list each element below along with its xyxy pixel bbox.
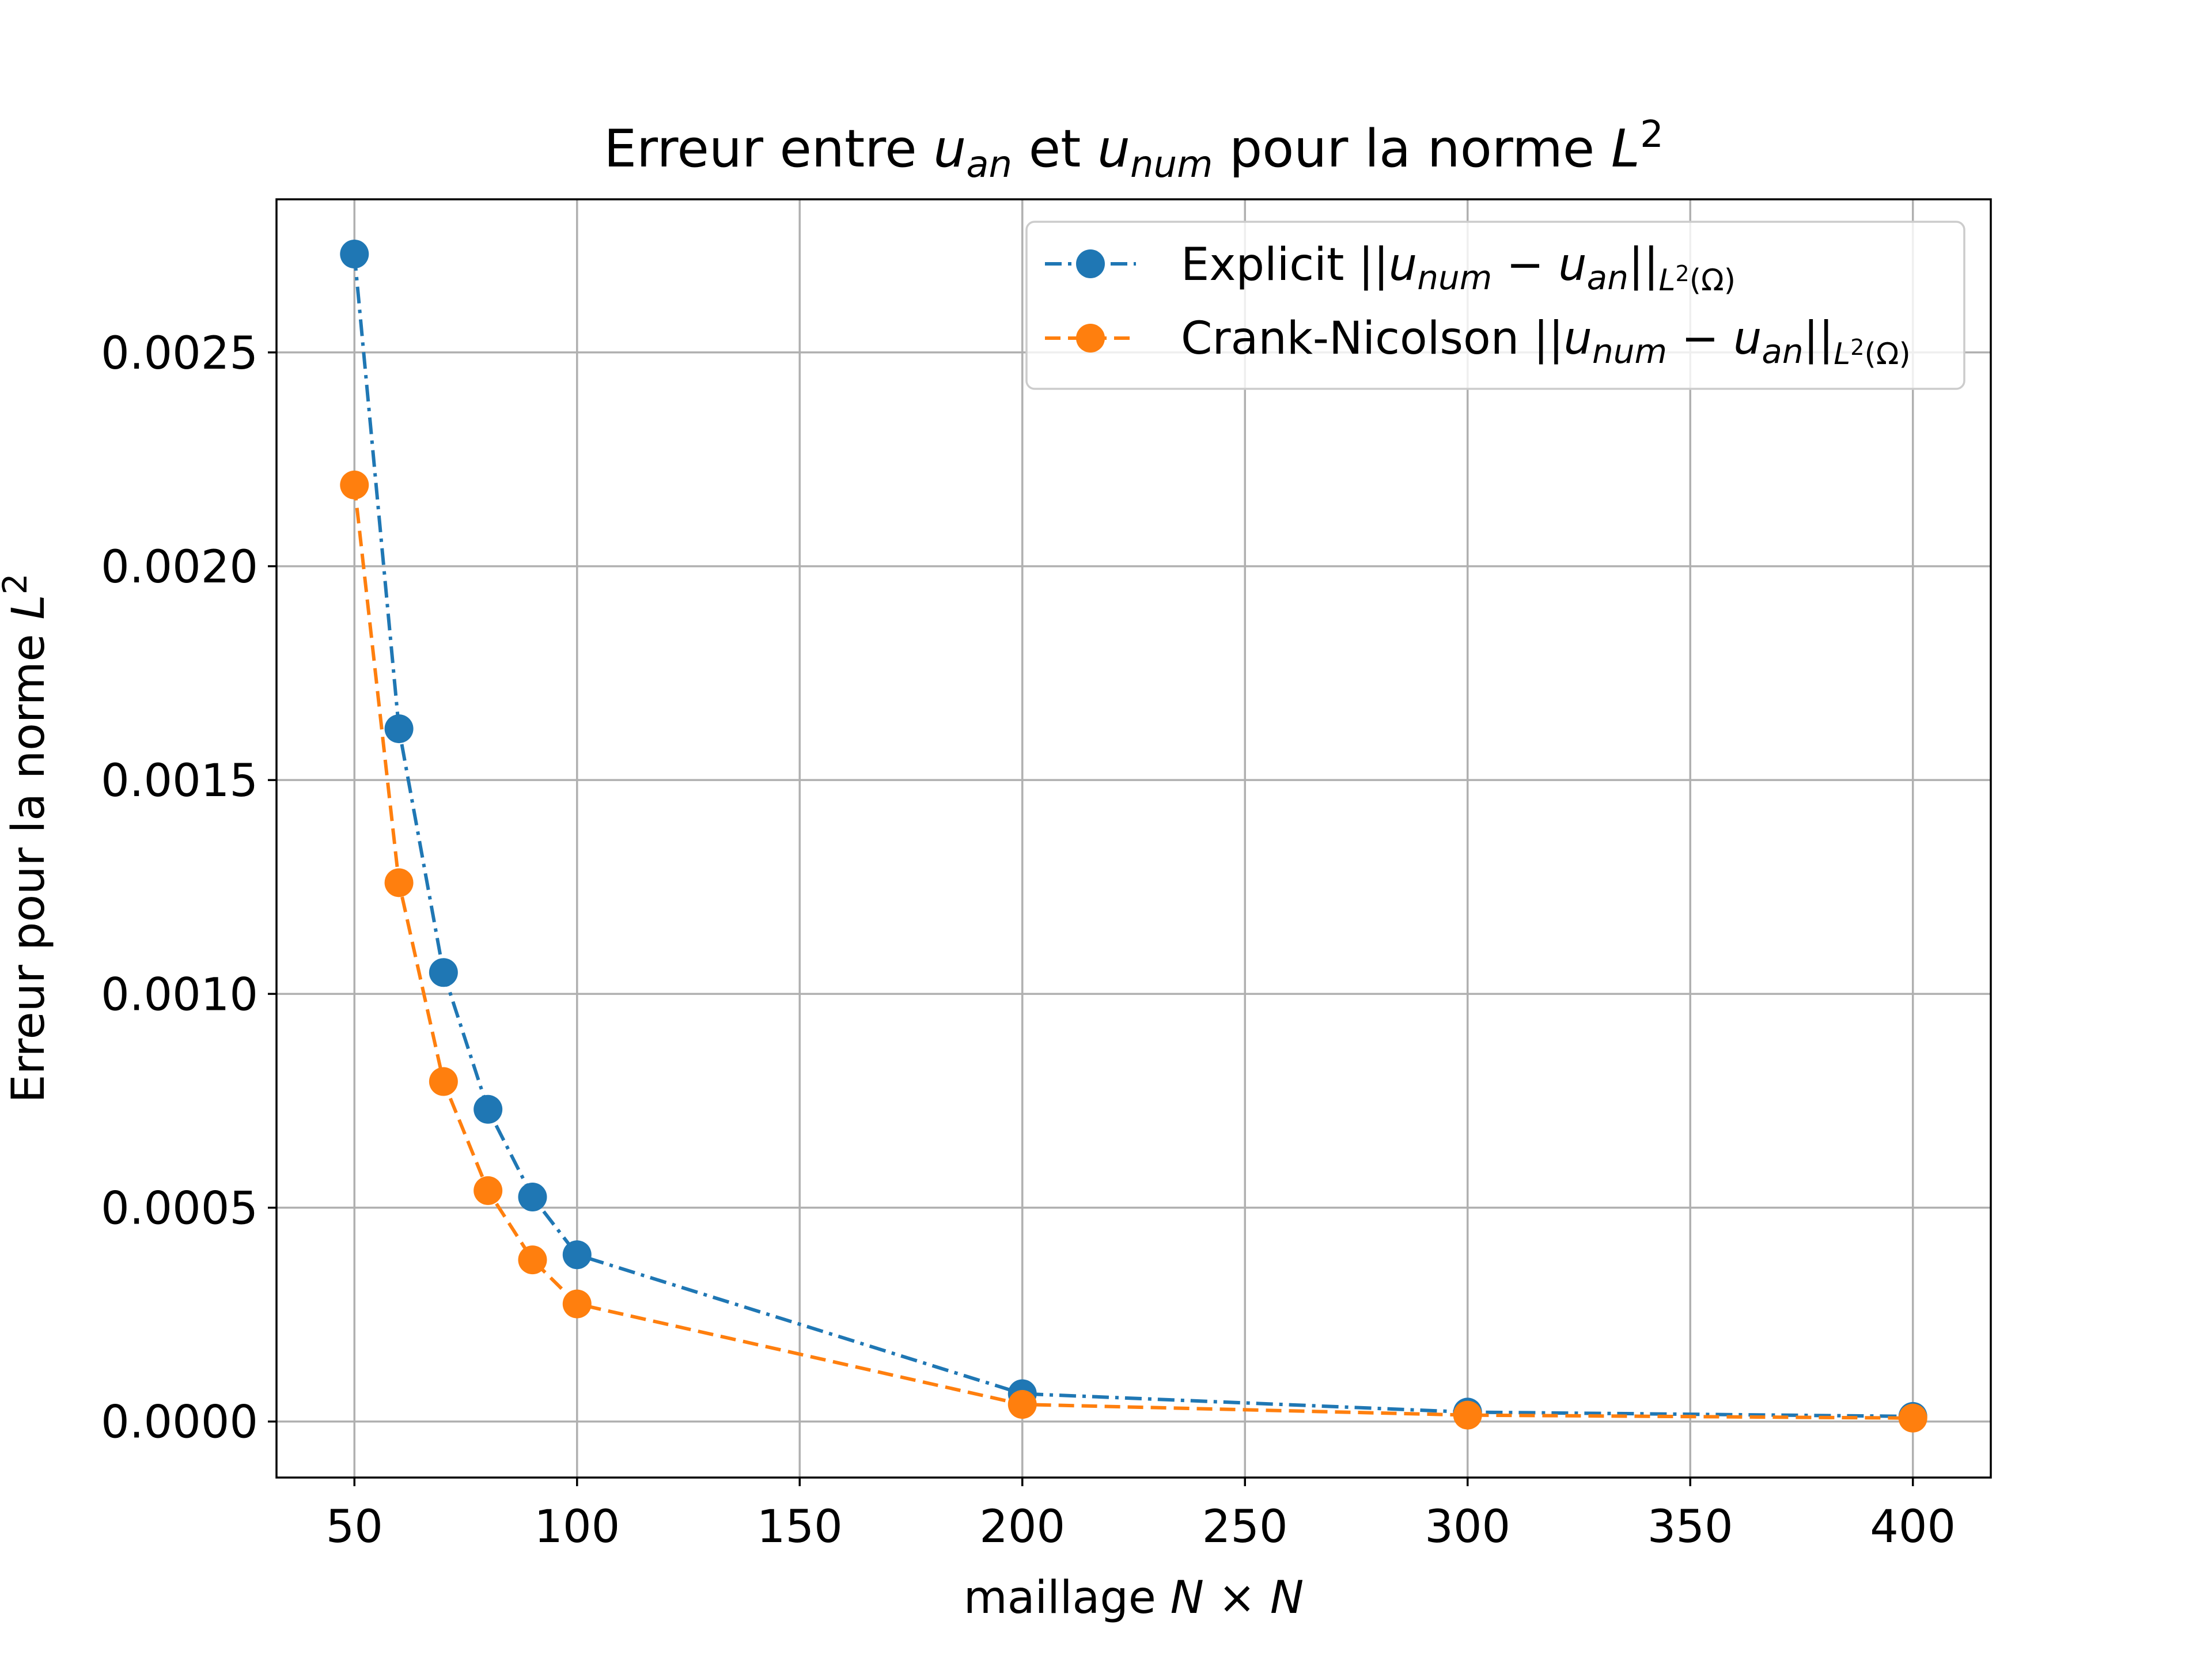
y-tick-label: 0.0005	[101, 1183, 258, 1235]
data-point-explicit	[518, 1182, 547, 1211]
legend-norm-sub-L: L	[1834, 337, 1850, 372]
y-axis-label-norm-sup: 2	[0, 573, 35, 594]
title-norm: L	[1611, 119, 1640, 179]
title-u1-sub: an	[966, 143, 1012, 186]
legend-norm-open: ||	[1533, 313, 1564, 365]
legend-marker-crank-nicolson	[1076, 324, 1105, 353]
y-axis-label: Erreur pour la norme L2	[0, 573, 55, 1103]
x-tick-label: 50	[326, 1501, 383, 1553]
x-tick-label: 100	[534, 1501, 620, 1553]
title-mid: et	[1012, 119, 1097, 179]
y-axis-label-text: Erreur pour la norme	[3, 620, 55, 1103]
legend-norm-close: ||	[1628, 239, 1659, 291]
legend-norm-u2-sub: an	[1587, 258, 1628, 297]
legend-norm-minus: −	[1667, 313, 1733, 365]
series-line-crank-nicolson	[353, 484, 1913, 1420]
data-point-crank-nicolson	[429, 1067, 458, 1096]
legend-norm-u1-sub: num	[1592, 332, 1667, 371]
legend-norm-u1: u	[1389, 239, 1417, 291]
data-point-explicit	[429, 958, 458, 987]
x-tick-label: 350	[1647, 1501, 1733, 1553]
legend-norm-sub-L: L	[1659, 263, 1676, 298]
y-axis-ticks: 0.0000 0.0005 0.0010 0.0015 0.0020 0.0025	[101, 328, 276, 1449]
legend-label-crank-nicolson: Crank-Nicolson ||unum − uan||L2(Ω)	[1181, 313, 1911, 372]
series-crank-nicolson	[340, 470, 1927, 1433]
legend-item-explicit: Explicit ||unum − uan||L2(Ω)	[1045, 239, 1736, 298]
data-point-crank-nicolson	[1898, 1403, 1927, 1433]
title-u1: u	[933, 119, 966, 179]
legend: Explicit ||unum − uan||L2(Ω) Crank-Nicol…	[1025, 221, 1965, 390]
legend-norm-sub-omega: (Ω)	[1690, 263, 1736, 298]
x-axis-label: maillage N × N	[964, 1572, 1304, 1624]
x-axis-label-text: maillage	[964, 1572, 1171, 1624]
x-axis-label-math: N × N	[1171, 1572, 1304, 1624]
data-point-crank-nicolson	[340, 470, 369, 499]
legend-marker-explicit	[1076, 249, 1105, 278]
legend-norm-sub-sup: 2	[1676, 261, 1690, 286]
x-tick-label: 400	[1870, 1501, 1956, 1553]
y-tick-label: 0.0015	[101, 755, 258, 807]
legend-series-name: Explicit	[1181, 239, 1344, 291]
legend-norm-u2: u	[1558, 239, 1586, 291]
legend-norm-close: ||	[1804, 313, 1834, 365]
data-point-explicit	[340, 240, 369, 269]
y-tick-label: 0.0020	[101, 541, 258, 593]
data-point-crank-nicolson	[384, 868, 414, 897]
data-point-crank-nicolson	[518, 1245, 547, 1275]
data-point-explicit	[562, 1240, 592, 1270]
x-tick-label: 300	[1425, 1501, 1510, 1553]
y-axis-label-norm: L	[3, 594, 55, 619]
title-u2-sub: num	[1130, 143, 1213, 186]
data-point-crank-nicolson	[1007, 1390, 1037, 1419]
title-norm-sup: 2	[1640, 113, 1664, 156]
legend-norm-u2: u	[1733, 313, 1762, 365]
data-point-explicit	[474, 1094, 503, 1124]
data-point-explicit	[384, 714, 414, 744]
legend-label-explicit: Explicit ||unum − uan||L2(Ω)	[1181, 239, 1736, 298]
legend-norm-open: ||	[1358, 239, 1389, 291]
y-tick-label: 0.0000	[101, 1397, 258, 1449]
legend-norm-u1: u	[1564, 313, 1592, 365]
y-tick-label: 0.0010	[101, 969, 258, 1021]
legend-series-name: Crank-Nicolson	[1181, 313, 1519, 365]
y-tick-label: 0.0025	[101, 328, 258, 380]
x-tick-label: 200	[979, 1501, 1065, 1553]
x-tick-label: 250	[1202, 1501, 1288, 1553]
data-point-crank-nicolson	[562, 1289, 592, 1319]
plot-area-background	[276, 199, 1991, 1478]
legend-norm-sub-sup: 2	[1850, 335, 1864, 360]
title-prefix: Erreur entre	[604, 119, 933, 179]
x-axis-ticks: 50 100 150 200 250 300 350 400	[326, 1478, 1956, 1553]
title-u2: u	[1097, 119, 1130, 179]
legend-norm-u1-sub: num	[1417, 258, 1492, 297]
legend-item-crank-nicolson: Crank-Nicolson ||unum − uan||L2(Ω)	[1045, 313, 1911, 372]
legend-box	[1025, 221, 1965, 390]
data-point-crank-nicolson	[474, 1176, 503, 1205]
legend-norm-u2-sub: an	[1762, 332, 1803, 371]
chart-title: Erreur entre uan et unum pour la norme L…	[604, 113, 1664, 186]
series-layer	[340, 240, 1927, 1433]
x-tick-label: 150	[757, 1501, 843, 1553]
title-suffix: pour la norme	[1213, 119, 1611, 179]
legend-norm-minus: −	[1492, 239, 1558, 291]
legend-norm-sub-omega: (Ω)	[1864, 337, 1910, 372]
plot-frame	[275, 198, 1992, 1479]
data-point-crank-nicolson	[1453, 1400, 1482, 1430]
